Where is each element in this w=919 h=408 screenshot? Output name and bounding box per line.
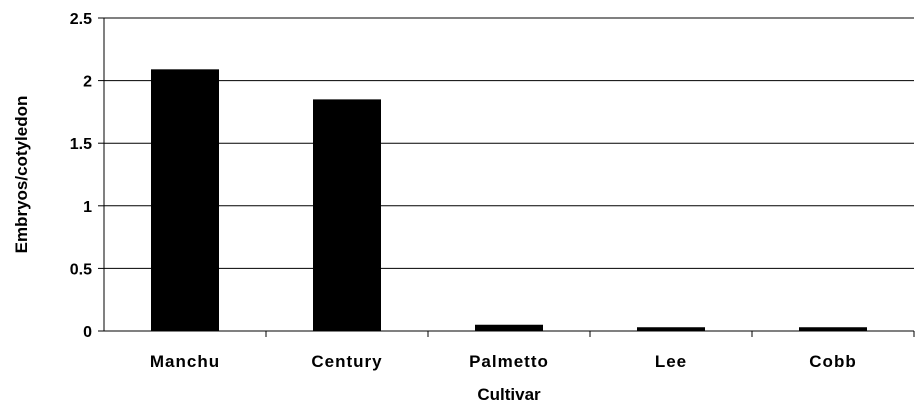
gridlines xyxy=(104,17,914,269)
y-tick-label: 1 xyxy=(83,199,92,216)
category-label-century: Century xyxy=(311,352,382,371)
bar-lee xyxy=(637,327,705,331)
y-tick-label: 0.5 xyxy=(70,261,92,278)
y-tick-label: 2.5 xyxy=(70,11,92,28)
y-tick-labels: 0 0.5 1 1.5 2 2.5 xyxy=(70,11,92,341)
y-axis-title: Embryos/cotyledon xyxy=(12,96,31,254)
category-label-lee: Lee xyxy=(655,352,687,371)
bars xyxy=(151,69,867,331)
category-label-cobb: Cobb xyxy=(809,352,856,371)
bar-palmetto xyxy=(475,324,543,331)
x-category-labels: Manchu Century Palmetto Lee Cobb xyxy=(150,352,856,371)
category-label-palmetto: Palmetto xyxy=(469,352,549,371)
y-tick-label: 0 xyxy=(83,324,92,341)
axes xyxy=(98,17,915,337)
y-tick-label: 2 xyxy=(83,74,92,91)
bar-manchu xyxy=(151,69,219,331)
category-label-manchu: Manchu xyxy=(150,352,220,371)
x-axis-title: Cultivar xyxy=(477,385,541,404)
bar-cobb xyxy=(799,327,867,331)
y-tick-label: 1.5 xyxy=(70,136,92,153)
bar-century xyxy=(313,99,381,331)
